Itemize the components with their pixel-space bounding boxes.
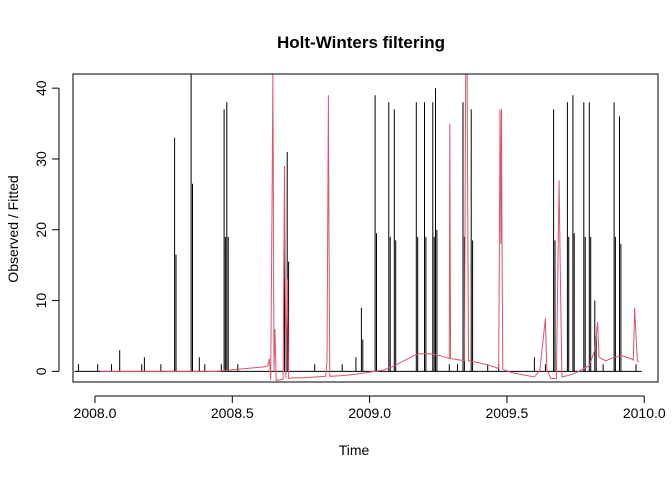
- axes-layer: 2008.0 2008.5 2009.0 2009.5 2010.0 0 10 20 30 40: [33, 80, 666, 421]
- x-tick-label: 2008.0: [74, 405, 117, 421]
- x-tick-label: 2008.5: [211, 405, 254, 421]
- y-tick-label: 20: [33, 222, 49, 238]
- fitted-series-line: [100, 73, 640, 382]
- y-axis-label: Observed / Fitted: [5, 175, 21, 282]
- x-tick-label: 2009.0: [348, 405, 391, 421]
- chart-title: Holt-Winters filtering: [277, 33, 445, 52]
- y-tick-label: 10: [33, 293, 49, 309]
- series-layer: [74, 73, 642, 382]
- x-tick-label: 2010.0: [623, 405, 666, 421]
- observed-series-line: [74, 74, 642, 372]
- y-tick-label: 40: [33, 80, 49, 96]
- x-axis-label: Time: [339, 442, 370, 458]
- x-tick-label: 2009.5: [486, 405, 529, 421]
- plot-frame: [72, 73, 659, 383]
- y-tick-label: 0: [33, 367, 49, 375]
- y-tick-label: 30: [33, 151, 49, 167]
